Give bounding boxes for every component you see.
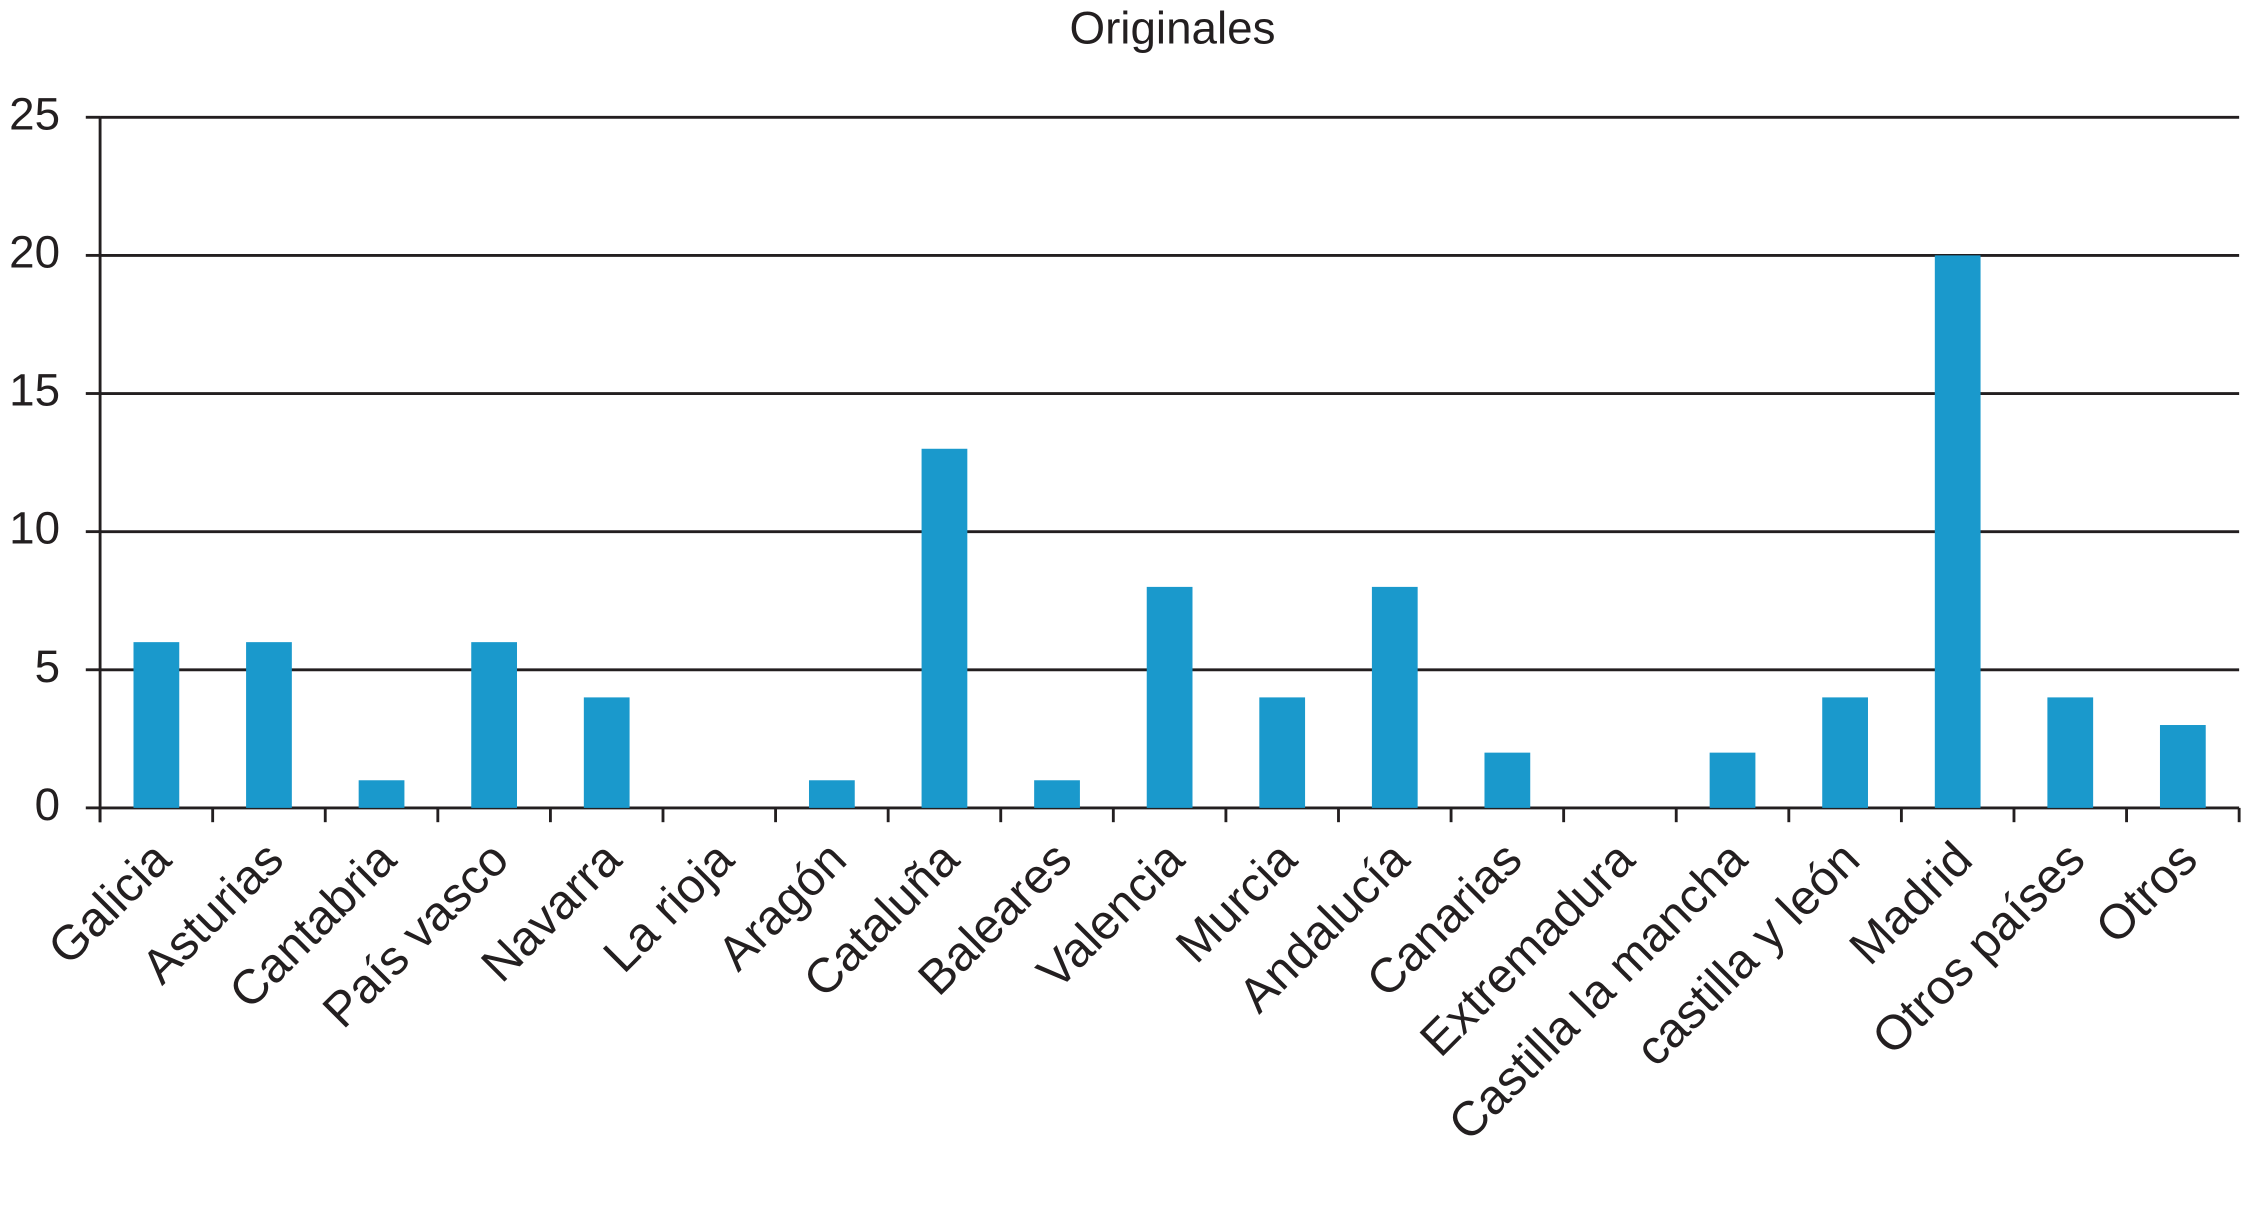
bar — [921, 448, 968, 808]
y-tick-label: 20 — [9, 226, 60, 277]
y-tick-label: 5 — [35, 641, 60, 692]
y-tick-label: 15 — [9, 365, 60, 416]
bar — [2159, 725, 2206, 808]
bar — [1484, 752, 1531, 808]
bar — [1371, 586, 1418, 808]
bar — [1146, 586, 1193, 808]
bar — [1934, 255, 1981, 808]
bar — [1034, 780, 1080, 808]
x-tick-label: Otros — [2086, 832, 2208, 954]
bar — [133, 642, 180, 808]
y-tick-label: 25 — [9, 88, 60, 139]
bar — [808, 780, 855, 808]
y-tick-label: 10 — [9, 503, 60, 554]
bar — [583, 697, 630, 808]
bar — [358, 780, 405, 808]
bar — [246, 642, 292, 808]
bar — [1709, 752, 1756, 808]
bar — [1259, 697, 1306, 808]
y-tick-label: 0 — [35, 779, 60, 830]
bar — [471, 642, 518, 808]
bar — [1822, 697, 1868, 808]
x-tick-label: La rioja — [593, 831, 745, 983]
bar — [2047, 697, 2094, 808]
chart-title: Originales — [1069, 3, 1275, 54]
